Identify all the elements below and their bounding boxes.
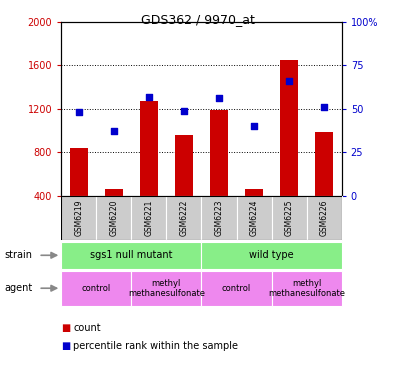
Bar [61, 242, 201, 269]
Point [181, 108, 187, 113]
Bar [210, 110, 228, 239]
Bar [166, 196, 201, 240]
Point [286, 78, 292, 84]
Bar [272, 196, 307, 240]
Text: strain: strain [4, 250, 32, 260]
Bar [245, 189, 263, 239]
Text: GSM6220: GSM6220 [109, 199, 118, 236]
Text: count: count [73, 322, 101, 333]
Text: GSM6224: GSM6224 [250, 199, 259, 236]
Bar [175, 135, 193, 239]
Text: ■: ■ [61, 322, 70, 333]
Point [251, 123, 257, 129]
Point [216, 96, 222, 101]
Text: GSM6221: GSM6221 [144, 199, 153, 236]
Bar [140, 101, 158, 239]
Text: ■: ■ [61, 341, 70, 351]
Bar [307, 196, 342, 240]
Bar [237, 196, 272, 240]
Text: wild type: wild type [249, 250, 294, 260]
Point [111, 128, 117, 134]
Text: methyl
methanesulfonate: methyl methanesulfonate [268, 279, 345, 298]
Text: agent: agent [4, 283, 32, 293]
Text: percentile rank within the sample: percentile rank within the sample [73, 341, 238, 351]
Text: methyl
methanesulfonate: methyl methanesulfonate [128, 279, 205, 298]
Bar [96, 196, 131, 240]
Bar [61, 271, 131, 306]
Point [75, 109, 82, 115]
Point [146, 94, 152, 100]
Bar [70, 148, 88, 239]
Bar [280, 60, 298, 239]
Bar [201, 242, 342, 269]
Point [321, 104, 327, 110]
Bar [61, 196, 96, 240]
Bar [315, 132, 333, 239]
Text: control: control [82, 284, 111, 293]
Text: GSM6223: GSM6223 [214, 199, 224, 236]
Bar [201, 196, 237, 240]
Text: control: control [222, 284, 251, 293]
Text: GSM6225: GSM6225 [284, 199, 293, 236]
Bar [201, 271, 272, 306]
Bar [131, 196, 166, 240]
Bar [131, 271, 201, 306]
Bar [105, 189, 122, 239]
Text: GSM6226: GSM6226 [320, 199, 329, 236]
Text: sgs1 null mutant: sgs1 null mutant [90, 250, 173, 260]
Text: GSM6219: GSM6219 [74, 199, 83, 236]
Text: GDS362 / 9970_at: GDS362 / 9970_at [141, 13, 254, 26]
Bar [272, 271, 342, 306]
Text: GSM6222: GSM6222 [179, 199, 188, 236]
